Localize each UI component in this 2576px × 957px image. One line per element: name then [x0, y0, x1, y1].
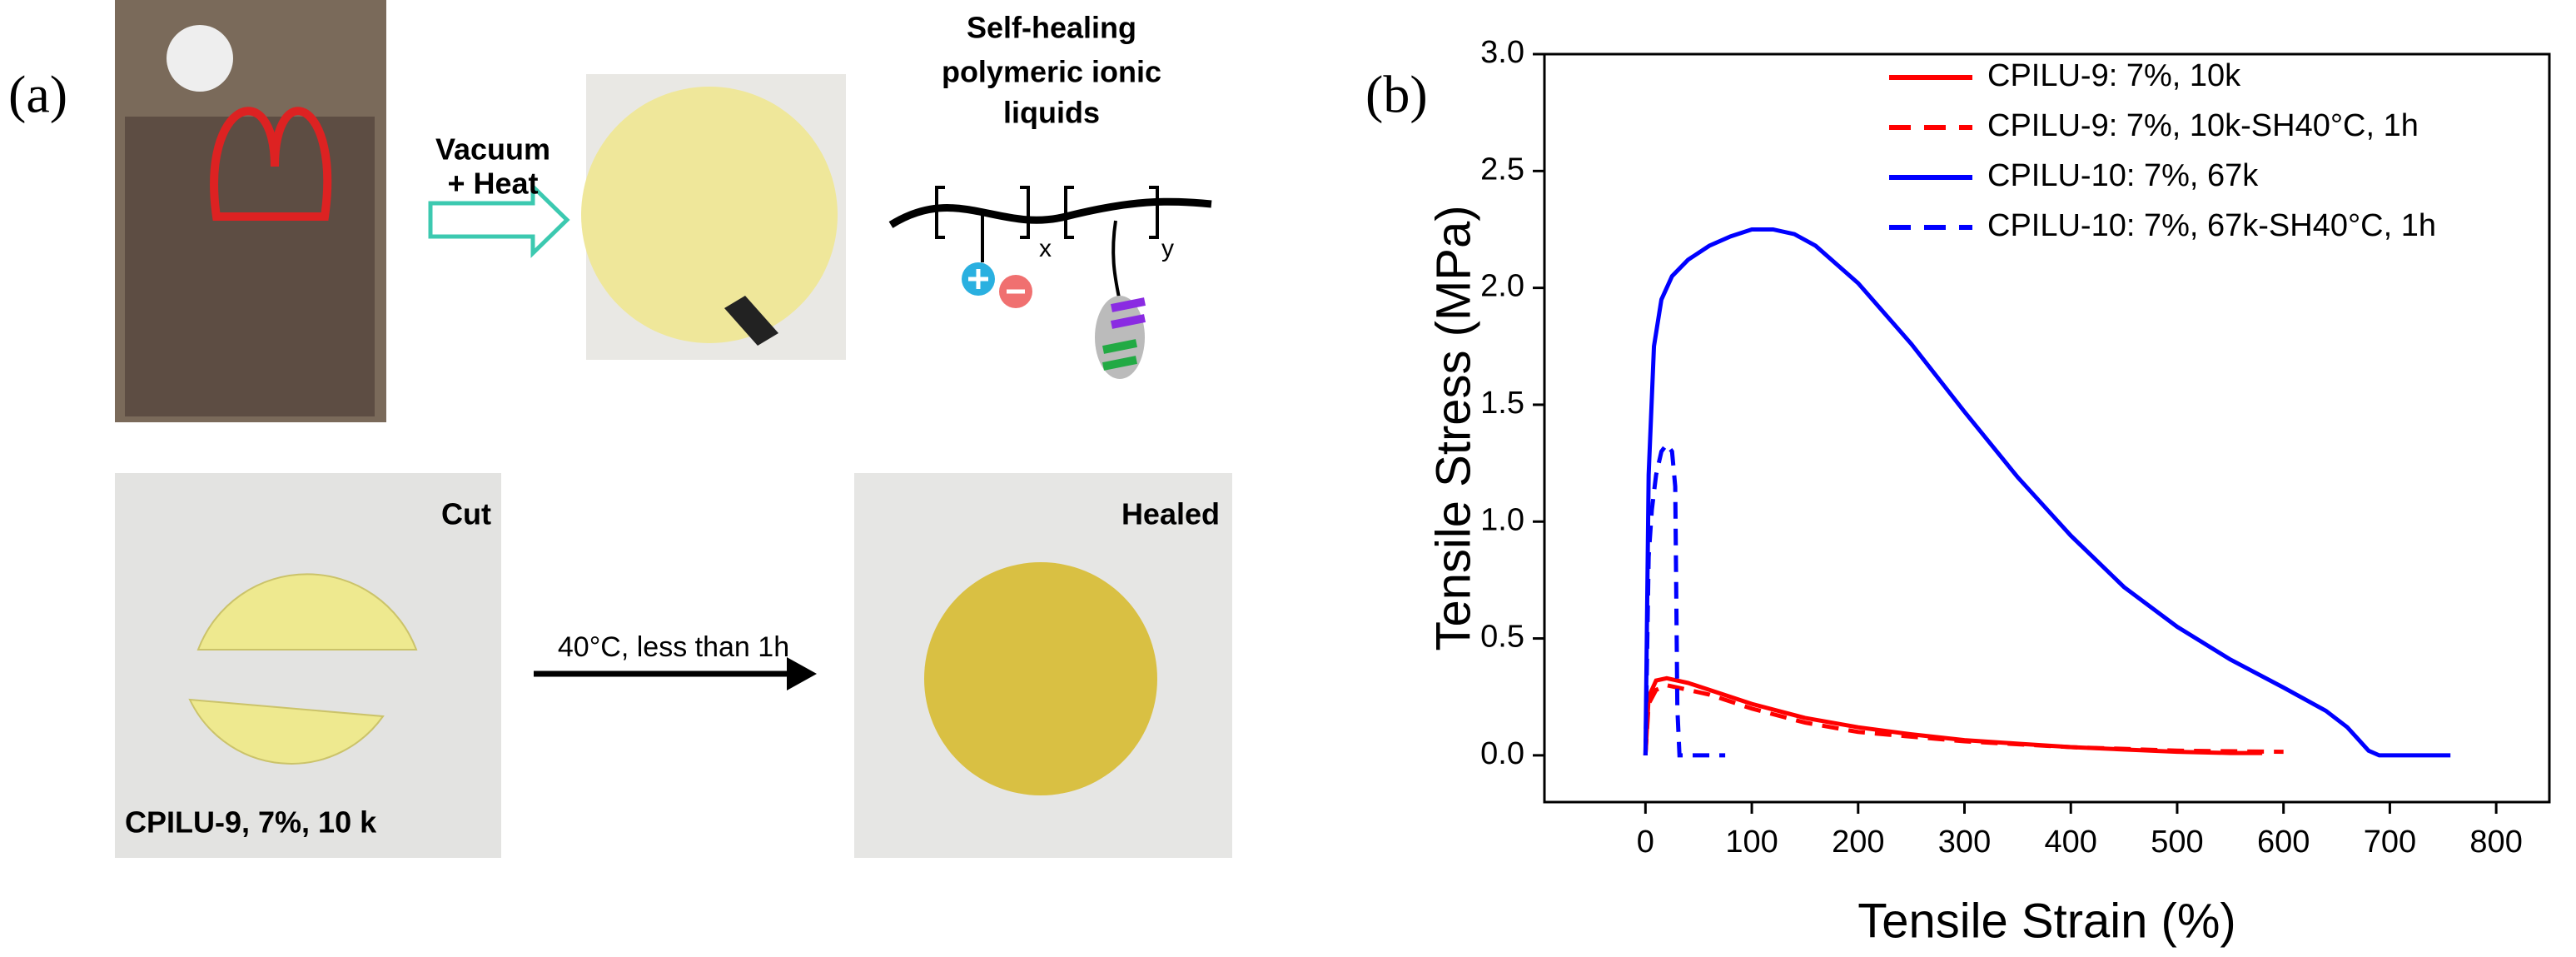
healed-label: Healed	[1121, 497, 1220, 531]
y-tick-label: 1.0	[1480, 502, 1524, 537]
photo-cut	[115, 473, 501, 858]
subscript: y	[1161, 235, 1174, 262]
y-tick-label: 2.0	[1480, 269, 1524, 304]
panel-label: (a)	[8, 65, 67, 124]
data-line	[1643, 675, 2263, 756]
arrow-text: + Heat	[447, 167, 538, 201]
data-line	[1643, 683, 2284, 756]
y-tick-label: 3.0	[1480, 35, 1524, 70]
chart: 0 100 200 300 400 500 600 700 800 0.0 0.5 1.0 1.5 2.0…	[1426, 35, 2551, 948]
polymer-title: Self-healing	[967, 11, 1136, 45]
data-line	[1643, 227, 2451, 758]
x-tick-label: 600	[2257, 825, 2310, 860]
photo-detail	[125, 117, 375, 416]
x-tick-label: 0	[1637, 825, 1654, 860]
cation-sign	[968, 269, 988, 289]
polymer-title: polymeric ionic	[942, 55, 1161, 89]
panel-label: (b)	[1365, 65, 1428, 124]
legend-label: CPILU-10: 7%, 67k-SH40°C, 1h	[1987, 208, 2436, 243]
tubing	[210, 107, 332, 221]
polymer-title: liquids	[1003, 96, 1100, 130]
y-axis-label: Tensile Stress (MPa)	[1426, 205, 1480, 650]
cut-label: Cut	[441, 497, 491, 531]
x-tick-label: 300	[1938, 825, 1991, 860]
film-half	[188, 698, 385, 765]
y-tick-label: 0.5	[1480, 620, 1524, 655]
arrow	[428, 182, 570, 258]
subscript: x	[1039, 235, 1052, 262]
tweezers	[724, 296, 778, 346]
y-tick-label: 0.0	[1480, 736, 1524, 771]
film	[581, 87, 838, 343]
film-half	[196, 573, 418, 650]
gauge	[167, 25, 233, 92]
group	[1102, 339, 1137, 371]
brackets	[935, 186, 1159, 239]
plot-frame	[1543, 52, 2551, 804]
legend-label: CPILU-9: 7%, 10k-SH40°C, 1h	[1987, 108, 2419, 143]
legend-label: CPILU-9: 7%, 10k	[1987, 58, 2241, 93]
arrow-text: 40°C, less than 1h	[558, 631, 789, 663]
x-tick-label: 400	[2045, 825, 2097, 860]
film-healed	[924, 562, 1157, 795]
group	[1111, 297, 1146, 329]
arrow-head	[787, 657, 817, 690]
x-tick-label: 200	[1832, 825, 1884, 860]
sample-label: CPILU-9, 7%, 10 k	[125, 805, 377, 840]
x-tick-label: 700	[2364, 825, 2416, 860]
data-line	[1643, 441, 1726, 758]
y-tick-label: 2.5	[1480, 152, 1524, 187]
x-tick-label: 800	[2469, 825, 2522, 860]
x-tick-label: 100	[1725, 825, 1778, 860]
polymer-chain	[888, 197, 1212, 228]
x-tick-label: 500	[2151, 825, 2203, 860]
arrow-text: Vacuum	[435, 132, 550, 167]
legend-label: CPILU-10: 7%, 67k	[1987, 158, 2259, 193]
y-tick-label: 1.5	[1480, 386, 1524, 421]
x-axis-label: Tensile Strain (%)	[1857, 894, 2235, 948]
